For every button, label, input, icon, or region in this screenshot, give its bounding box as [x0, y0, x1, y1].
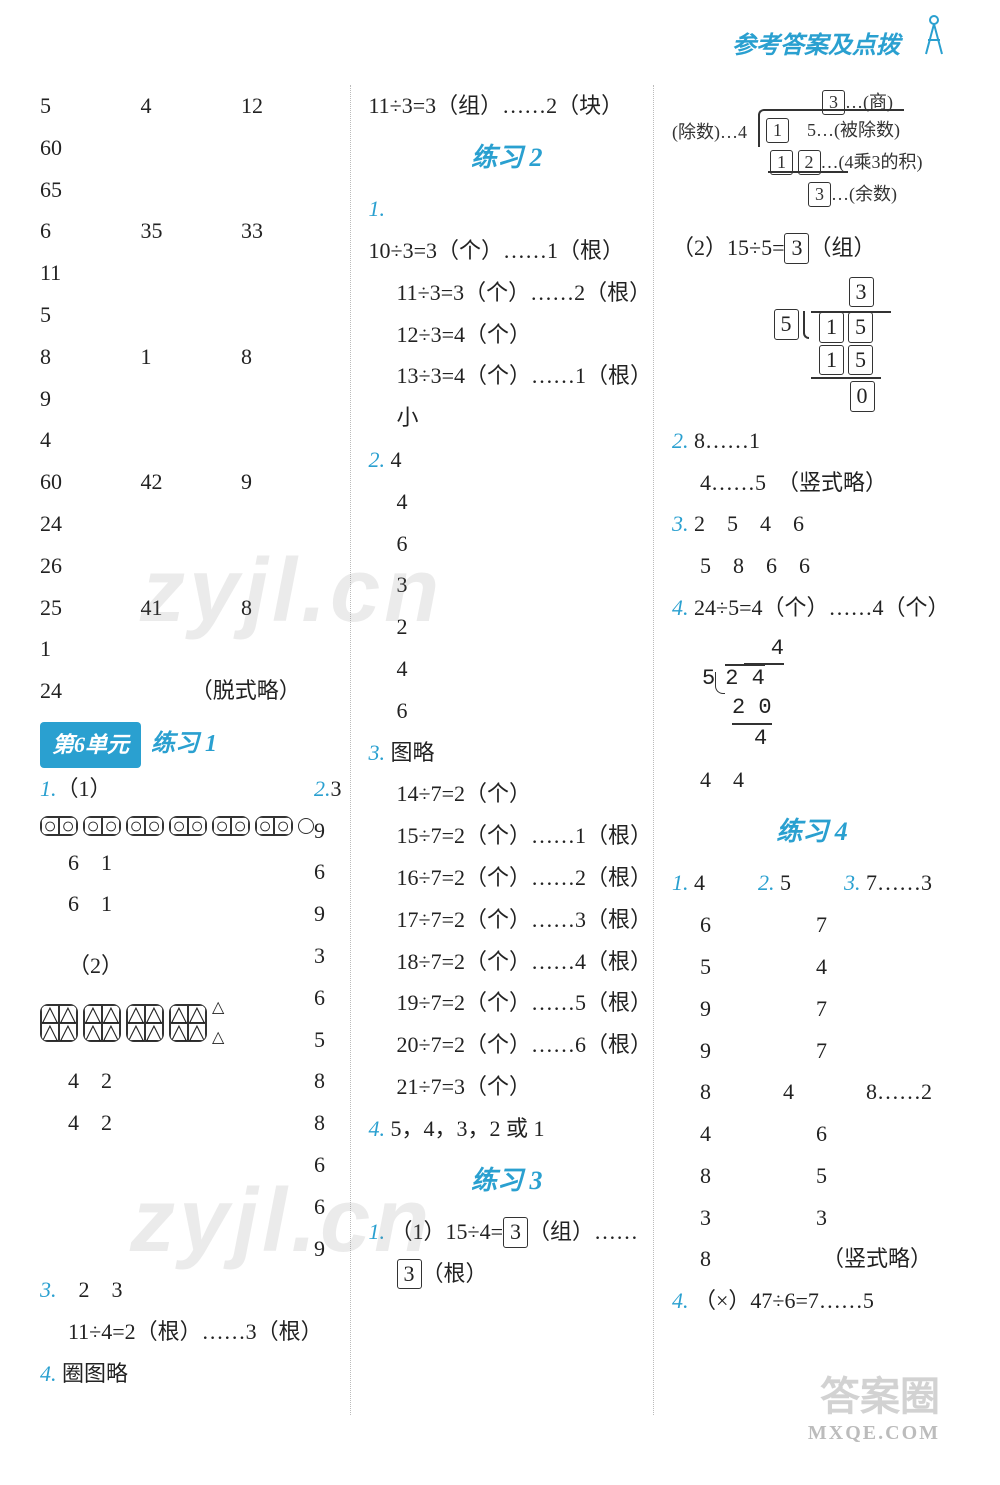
page-root: 参考答案及点拨 5412 60 65 63533 11 5 818 9 4 60…	[0, 0, 1000, 1485]
row: 25418	[40, 587, 342, 629]
compass-icon	[908, 10, 960, 67]
unit-badge: 第6单元	[40, 722, 141, 768]
triangles-diagram: △△△△ △△△△ △△△△ △△△△ △△	[40, 993, 314, 1054]
row: 5	[40, 294, 342, 336]
exercise-4-title: 练习 4	[672, 807, 952, 856]
q1-area: 1.（1） ○○ ○○ ○○ ○○ ○○ ○○ 6 1 6 1 （2）	[40, 768, 314, 1270]
columns: 5412 60 65 63533 11 5 818 9 4 60429 24 2…	[40, 85, 960, 1415]
page-header-title: 参考答案及点拨	[732, 25, 900, 60]
q4-text: 圈图略	[62, 1361, 128, 1386]
row: 60429	[40, 461, 342, 503]
q-number: 4.	[369, 1116, 386, 1141]
row: 1	[40, 628, 342, 670]
row: 63533	[40, 210, 342, 252]
row: 4	[40, 419, 342, 461]
row: 60	[40, 127, 342, 169]
long-division-plain: 4 52 4 2 0 4	[702, 635, 952, 753]
exercise-3-title: 练习 3	[369, 1156, 646, 1205]
row: 65	[40, 169, 342, 211]
q-number: 3.	[369, 740, 386, 765]
column-3: 3…(商) (除数)…4 1 5…(被除数) 1 2…(4乘3的积) 3…(余数…	[672, 85, 960, 1415]
q-number: 3.	[40, 1277, 57, 1302]
q2-area: 2.3 9 6 9 3 6 5 8 8 6 6 9	[314, 768, 342, 1270]
row: 24（脱式略）	[40, 670, 342, 712]
q-number: 2.	[369, 447, 386, 472]
equation: 11÷3=3（组）……2（块）	[369, 85, 646, 127]
exercise-2-title: 练习 2	[369, 133, 646, 182]
row: 5412	[40, 85, 342, 127]
row: 26	[40, 545, 342, 587]
circles-diagram: ○○ ○○ ○○ ○○ ○○ ○○	[40, 816, 314, 836]
footer-badge: 答案圈 MXQE.COM	[808, 1364, 940, 1445]
row: 24	[40, 503, 342, 545]
ex4-header: 1. 4 2. 5 3. 7……3	[672, 862, 952, 904]
q-number: 1.	[40, 776, 57, 801]
q-number: 2.	[672, 428, 689, 453]
row: 11	[40, 252, 342, 294]
q-number: 3.	[672, 511, 689, 536]
ex3-q1-2: （2）15÷5=3（组）	[672, 227, 952, 269]
unit-6-header: 第6单元 练习 1	[40, 722, 342, 768]
q-number: 2.	[314, 776, 331, 801]
q-number: 1.	[369, 196, 386, 221]
ex3-q1-b: 3（根）	[397, 1253, 646, 1295]
column-1: 5412 60 65 63533 11 5 818 9 4 60429 24 2…	[40, 85, 351, 1415]
long-division-annotated: 3…(商) (除数)…4 1 5…(被除数) 1 2…(4乘3的积) 3…(余数…	[672, 85, 952, 215]
long-division-boxed: 3 5 15 15 0	[712, 277, 952, 412]
row: 818	[40, 336, 342, 378]
exercise-1-title: 练习 1	[151, 722, 217, 768]
row: 9	[40, 378, 342, 420]
q4b-text: （×）47÷6=7……5	[694, 1288, 874, 1313]
ex3-q1: 1. （1）15÷4=3（组）……	[369, 1211, 646, 1253]
q3-equation: 11÷4=2（根）……3（根）	[68, 1311, 342, 1353]
q1-q2-split: 1.（1） ○○ ○○ ○○ ○○ ○○ ○○ 6 1 6 1 （2）	[40, 768, 342, 1270]
q4-text: 5，4，3，2 或 1	[391, 1116, 545, 1141]
q-number: 4.	[672, 595, 689, 620]
q-number: 4.	[40, 1361, 57, 1386]
column-2: 11÷3=3（组）……2（块） 练习 2 1. 10÷3=3（个）……1（根） …	[369, 85, 655, 1415]
